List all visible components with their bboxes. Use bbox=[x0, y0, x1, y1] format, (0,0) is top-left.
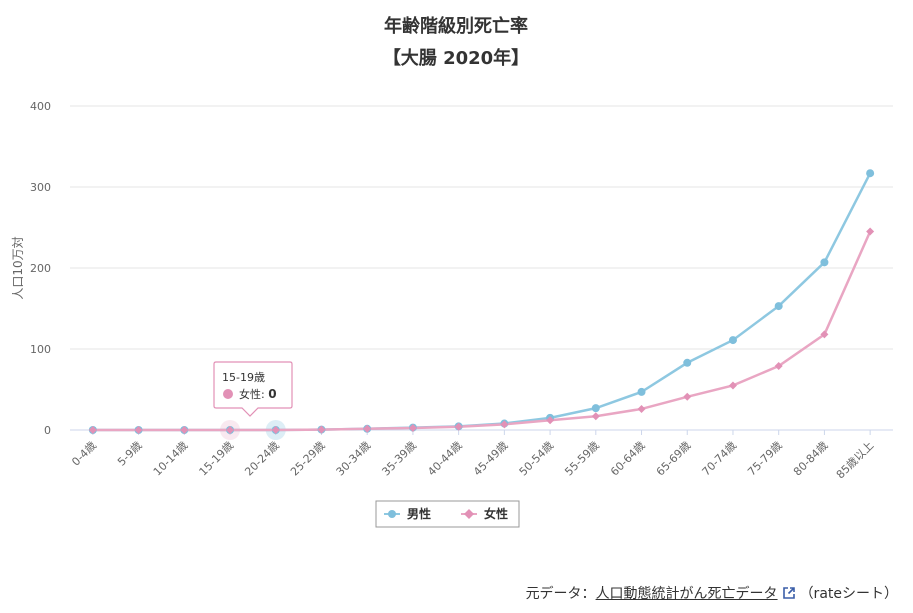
source-link[interactable]: 人口動態統計がん死亡データ bbox=[595, 586, 778, 602]
x-tick-label: 80-84歳 bbox=[791, 439, 831, 479]
y-tick-label: 100 bbox=[30, 343, 51, 356]
data-point-female bbox=[728, 381, 737, 390]
legend[interactable]: 男性 女性 bbox=[375, 500, 520, 528]
data-point-female bbox=[271, 426, 280, 434]
x-tick-label: 5-9歳 bbox=[115, 439, 145, 469]
data-point-male bbox=[866, 169, 875, 178]
chart-title: 年齢階級別死亡率 bbox=[384, 15, 528, 37]
y-axis-title: 人口10万対 bbox=[11, 236, 25, 299]
data-point-female bbox=[820, 330, 829, 339]
data-point-female bbox=[134, 426, 143, 434]
tooltip-box bbox=[213, 361, 293, 417]
data-point-female bbox=[454, 422, 463, 431]
data-point-female bbox=[500, 420, 509, 429]
chart-subtitle: 【大腸 2020年】 bbox=[383, 47, 529, 69]
data-point-female bbox=[88, 426, 97, 434]
y-axis-ticks: 0 100 200 300 400 bbox=[30, 100, 51, 437]
data-point-male bbox=[728, 336, 737, 345]
legend-marker-male bbox=[388, 510, 396, 518]
data-point-male bbox=[820, 258, 829, 267]
data-point-female bbox=[226, 426, 235, 434]
data-point-female bbox=[180, 426, 189, 434]
legend-item-female[interactable]: 女性 bbox=[461, 506, 508, 521]
legend-label-male: 男性 bbox=[407, 506, 431, 521]
data-point-male bbox=[683, 358, 692, 367]
source-note: 元データ：人口動態統計がん死亡データ （rateシート） bbox=[526, 583, 898, 604]
legend-marker-female bbox=[464, 509, 474, 519]
x-tick-label: 65-69歳 bbox=[654, 439, 694, 479]
x-tick-label: 0-4歳 bbox=[69, 439, 99, 469]
x-tick-label: 55-59歳 bbox=[562, 439, 602, 479]
legend-label-female: 女性 bbox=[484, 506, 508, 521]
legend-item-male[interactable]: 男性 bbox=[384, 506, 431, 521]
x-tick-label: 15-19歳 bbox=[197, 439, 237, 479]
x-tick-label: 85歳以上 bbox=[834, 439, 876, 481]
source-suffix: （rateシート） bbox=[799, 586, 898, 602]
x-tick-label: 30-34歳 bbox=[334, 439, 374, 479]
data-point-male bbox=[637, 387, 646, 396]
x-tick-label: 60-64歳 bbox=[608, 439, 648, 479]
x-tick-label: 45-49歳 bbox=[471, 439, 511, 479]
x-tick-label: 50-54歳 bbox=[517, 439, 557, 479]
external-link-icon[interactable] bbox=[782, 586, 796, 604]
y-tick-label: 0 bbox=[44, 424, 51, 437]
x-tick-label: 20-24歳 bbox=[242, 439, 282, 479]
data-point-female bbox=[408, 423, 417, 432]
x-tick-label: 10-14歳 bbox=[151, 439, 191, 479]
data-point-female bbox=[683, 392, 692, 401]
data-point-female bbox=[363, 424, 372, 433]
series-line-female bbox=[92, 231, 872, 432]
y-tick-label: 400 bbox=[30, 100, 51, 113]
tooltip-series-dot bbox=[223, 389, 233, 399]
series-layer[interactable] bbox=[88, 169, 875, 440]
data-point-female bbox=[591, 412, 600, 421]
data-point-male bbox=[591, 404, 600, 413]
y-tick-label: 200 bbox=[30, 262, 51, 275]
grid bbox=[70, 105, 893, 431]
tooltip: 15-19歳 女性: 0 bbox=[213, 361, 293, 417]
x-tick-label: 75-79歳 bbox=[745, 439, 785, 479]
data-point-female bbox=[866, 227, 875, 236]
data-point-female bbox=[546, 416, 555, 425]
x-tick-label: 70-74歳 bbox=[700, 439, 740, 479]
data-point-female bbox=[317, 425, 326, 434]
data-point-male bbox=[774, 302, 783, 311]
x-tick-label: 25-29歳 bbox=[288, 439, 328, 479]
tooltip-series-label: 女性: 0 bbox=[239, 387, 277, 401]
tooltip-category: 15-19歳 bbox=[222, 371, 265, 384]
x-axis-ticks: 0-4歳 5-9歳 10-14歳 15-19歳 20-24歳 25-29歳 30-34歳 35… bbox=[69, 430, 876, 481]
source-prefix: 元データ： bbox=[525, 586, 596, 602]
x-tick-label: 40-44歳 bbox=[425, 439, 465, 479]
y-tick-label: 300 bbox=[30, 181, 51, 194]
series-line-male bbox=[92, 172, 872, 432]
data-point-female bbox=[637, 404, 646, 413]
data-point-female bbox=[774, 362, 783, 371]
x-tick-label: 35-39歳 bbox=[379, 439, 419, 479]
